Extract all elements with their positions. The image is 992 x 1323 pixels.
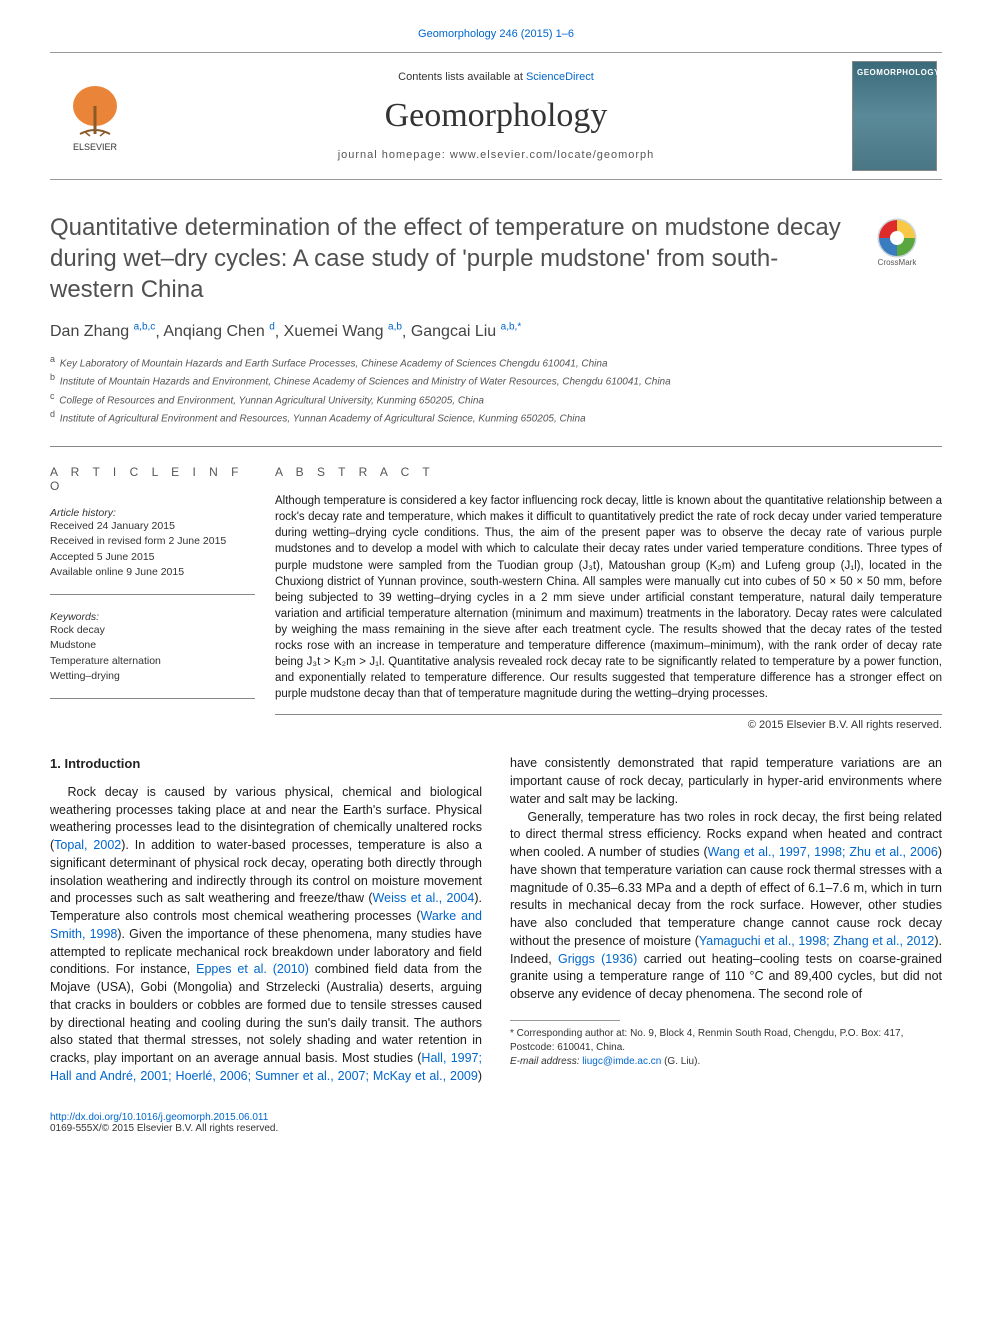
- abstract-copyright: © 2015 Elsevier B.V. All rights reserved…: [275, 719, 942, 731]
- author: Gangcai Liu a,b,*: [411, 323, 521, 340]
- author: Anqiang Chen d: [163, 323, 274, 340]
- article-history: Article history: Received 24 January 201…: [50, 507, 255, 595]
- journal-title: Geomorphology: [140, 97, 852, 135]
- contents-available: Contents lists available at ScienceDirec…: [140, 71, 852, 83]
- author: Dan Zhang a,b,c: [50, 323, 155, 340]
- author-list: Dan Zhang a,b,c, Anqiang Chen d, Xuemei …: [50, 322, 942, 341]
- homepage-url[interactable]: www.elsevier.com/locate/geomorph: [450, 149, 654, 161]
- keywords-block: Keywords: Rock decay Mudstone Temperatur…: [50, 611, 255, 699]
- sciencedirect-link[interactable]: ScienceDirect: [526, 71, 594, 83]
- citation-link[interactable]: Wang et al., 1997, 1998; Zhu et al., 200…: [708, 845, 938, 859]
- article-info-heading: A R T I C L E I N F O: [50, 465, 255, 493]
- crossmark-icon: CrossMark: [872, 216, 942, 266]
- doi-link[interactable]: http://dx.doi.org/10.1016/j.geomorph.201…: [50, 1112, 268, 1123]
- article-title: Quantitative determination of the effect…: [50, 212, 942, 306]
- author: Xuemei Wang a,b: [284, 323, 402, 340]
- elsevier-tree-icon: ELSEVIER: [60, 76, 130, 156]
- citation-link[interactable]: Griggs (1936): [558, 952, 637, 966]
- citation-link[interactable]: Topal, 2002: [54, 838, 121, 852]
- article-body: 1. Introduction Rock decay is caused by …: [50, 755, 942, 1085]
- footnote-separator: [510, 1020, 620, 1021]
- abstract-heading: A B S T R A C T: [275, 465, 942, 479]
- corresponding-author-footnote: * Corresponding author at: No. 9, Block …: [510, 1027, 942, 1055]
- citation-link[interactable]: Yamaguchi et al., 1998; Zhang et al., 20…: [699, 934, 934, 948]
- top-citation: Geomorphology 246 (2015) 1–6: [50, 28, 942, 40]
- affiliation-list: a Key Laboratory of Mountain Hazards and…: [50, 353, 942, 426]
- citation-link[interactable]: Weiss et al., 2004: [373, 891, 475, 905]
- author-email-link[interactable]: liugc@imde.ac.cn: [582, 1056, 661, 1067]
- masthead: ELSEVIER Contents lists available at Sci…: [50, 52, 942, 180]
- publisher-logo[interactable]: ELSEVIER: [50, 66, 140, 166]
- svg-text:CrossMark: CrossMark: [878, 258, 918, 266]
- svg-text:ELSEVIER: ELSEVIER: [73, 142, 118, 152]
- abstract-text: Although temperature is considered a key…: [275, 493, 942, 715]
- issn-copyright: 0169-555X/© 2015 Elsevier B.V. All right…: [50, 1123, 942, 1134]
- body-paragraph: Generally, temperature has two roles in …: [510, 809, 942, 1004]
- journal-cover-thumb[interactable]: GEOMORPHOLOGY: [852, 61, 942, 171]
- cover-title: GEOMORPHOLOGY: [857, 68, 932, 77]
- email-footnote: E-mail address: liugc@imde.ac.cn (G. Liu…: [510, 1055, 942, 1069]
- page-footer: http://dx.doi.org/10.1016/j.geomorph.201…: [50, 1112, 942, 1134]
- section-1-heading: 1. Introduction: [50, 755, 482, 773]
- journal-homepage: journal homepage: www.elsevier.com/locat…: [140, 149, 852, 161]
- citation-link[interactable]: Eppes et al. (2010): [196, 962, 309, 976]
- crossmark-badge[interactable]: CrossMark: [872, 216, 942, 266]
